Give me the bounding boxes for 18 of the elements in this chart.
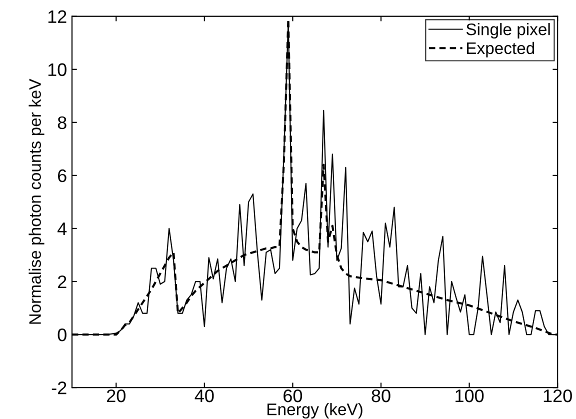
x-tick-label: 80 — [372, 389, 390, 402]
x-tick-label: 100 — [456, 389, 484, 402]
x-tick-label: 60 — [284, 389, 302, 402]
legend-label: Single pixel — [466, 23, 550, 39]
y-tick-label: 8 — [58, 116, 66, 130]
y-tick-label: 10 — [48, 63, 66, 76]
y-tick-label: 2 — [58, 275, 66, 288]
x-tick-label: 20 — [107, 389, 126, 402]
y-axis-title: Normalise photon counts per keV — [28, 78, 44, 324]
y-tick-label: 0 — [58, 328, 66, 342]
legend-label: Expected — [467, 42, 534, 58]
y-tick-label: 12 — [48, 10, 66, 23]
x-axis-title: Energy (keV) — [268, 403, 362, 419]
x-tick-label: 40 — [194, 389, 214, 402]
y-tick-label: 6 — [58, 169, 66, 182]
y-tick-label: 4 — [58, 222, 67, 236]
y-tick-label: -2 — [52, 382, 66, 394]
x-tick-label: 120 — [544, 389, 572, 402]
